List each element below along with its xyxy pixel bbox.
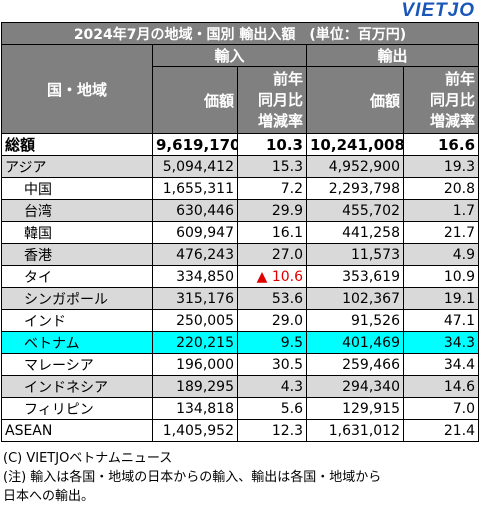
import-value: 9,619,170	[152, 133, 238, 156]
import-change: 29.9	[237, 199, 307, 222]
import-value: 315,176	[152, 287, 238, 310]
import-change: 9.5	[237, 331, 307, 354]
export-change: 1.7	[402, 199, 480, 222]
import-value: 1,655,311	[152, 177, 238, 200]
region: 韓国	[1, 221, 153, 244]
import-value: 476,243	[152, 243, 238, 266]
region-header: 国・地域	[1, 44, 153, 134]
export-value: 401,469	[306, 331, 404, 354]
value-header: 価額	[152, 66, 238, 134]
table-row: ASEAN 1,405,952 12.3 1,631,012 21.4	[1, 419, 480, 442]
region: ベトナム	[1, 331, 153, 354]
region: アジア	[1, 155, 153, 178]
export-change: 20.8	[402, 177, 480, 200]
footer-line: (注) 輸入は各国・地域の日本からの輸入、輸出は各国・地域から	[3, 470, 382, 485]
table-row: 中国 1,655,311 7.2 2,293,798 20.8	[1, 177, 480, 200]
table-row: シンガポール 315,176 53.6 102,367 19.1	[1, 287, 480, 310]
export-change: 10.9	[402, 265, 480, 288]
logo: VIETJO	[401, 0, 475, 21]
import-value: 250,005	[152, 309, 238, 332]
region: マレーシア	[1, 353, 153, 376]
export-change: 16.6	[402, 133, 480, 156]
export-change: 14.6	[402, 375, 480, 398]
import-change: 10.3	[237, 133, 307, 156]
region: 台湾	[1, 199, 153, 222]
region: 中国	[1, 177, 153, 200]
import-change: 30.5	[237, 353, 307, 376]
table-row: インドネシア 189,295 4.3 294,340 14.6	[1, 375, 480, 398]
table-row: マレーシア 196,000 30.5 259,466 34.4	[1, 353, 480, 376]
export-change: 21.4	[402, 419, 480, 442]
import-header: 輸入	[152, 44, 307, 67]
import-value: 220,215	[152, 331, 238, 354]
export-value: 10,241,008	[306, 133, 404, 156]
change-header: 前年 同月比 増減率	[402, 66, 480, 134]
import-change: 7.2	[237, 177, 307, 200]
import-value: 609,947	[152, 221, 238, 244]
export-value: 129,915	[306, 397, 404, 420]
import-change: 5.6	[237, 397, 307, 420]
import-change: 15.3	[237, 155, 307, 178]
export-value: 4,952,900	[306, 155, 404, 178]
footer-line: 日本への輸出。	[3, 489, 95, 504]
table-row: インド 250,005 29.0 91,526 47.1	[1, 309, 480, 332]
trade-table: 2024年7月の地域・国別 輸出入額 (単位：百万円) 国・地域 輸入 輸出 価…	[0, 22, 480, 442]
region: タイ	[1, 265, 153, 288]
import-change: 12.3	[237, 419, 307, 442]
region: インドネシア	[1, 375, 153, 398]
export-value: 259,466	[306, 353, 404, 376]
table-row: ベトナム 220,215 9.5 401,469 34.3	[1, 331, 480, 354]
table-row: タイ 334,850 ▲ 10.6 353,619 10.9	[1, 265, 480, 288]
region: シンガポール	[1, 287, 153, 310]
export-value: 455,702	[306, 199, 404, 222]
export-value: 102,367	[306, 287, 404, 310]
export-change: 34.3	[402, 331, 480, 354]
import-change: 16.1	[237, 221, 307, 244]
region: ASEAN	[1, 419, 153, 442]
export-change: 21.7	[402, 221, 480, 244]
import-change: 29.0	[237, 309, 307, 332]
import-value: 1,405,952	[152, 419, 238, 442]
region: 総額	[1, 133, 153, 156]
import-change: 53.6	[237, 287, 307, 310]
import-change: ▲ 10.6	[237, 265, 307, 288]
footer: (C) VIETJOベトナムニュース (注) 輸入は各国・地域の日本からの輸入、輸…	[3, 449, 381, 506]
title: 2024年7月の地域・国別 輸出入額 (単位：百万円)	[0, 22, 480, 45]
footer-line: (C) VIETJOベトナムニュース	[3, 451, 173, 466]
import-value: 334,850	[152, 265, 238, 288]
export-value: 294,340	[306, 375, 404, 398]
export-value: 441,258	[306, 221, 404, 244]
export-value: 353,619	[306, 265, 404, 288]
import-value: 189,295	[152, 375, 238, 398]
import-change: 4.3	[237, 375, 307, 398]
region: フィリピン	[1, 397, 153, 420]
region: 香港	[1, 243, 153, 266]
table-row: 香港 476,243 27.0 11,573 4.9	[1, 243, 480, 266]
export-value: 11,573	[306, 243, 404, 266]
export-value: 1,631,012	[306, 419, 404, 442]
table-row: 台湾 630,446 29.9 455,702 1.7	[1, 199, 480, 222]
export-change: 4.9	[402, 243, 480, 266]
import-value: 196,000	[152, 353, 238, 376]
import-value: 5,094,412	[152, 155, 238, 178]
import-change: 27.0	[237, 243, 307, 266]
value-header: 価額	[306, 66, 404, 134]
import-value: 630,446	[152, 199, 238, 222]
export-change: 19.3	[402, 155, 480, 178]
export-change: 19.1	[402, 287, 480, 310]
export-header: 輸出	[305, 44, 480, 67]
table-row: 韓国 609,947 16.1 441,258 21.7	[1, 221, 480, 244]
table-row: アジア 5,094,412 15.3 4,952,900 19.3	[1, 155, 480, 178]
import-value: 134,818	[152, 397, 238, 420]
export-change: 7.0	[402, 397, 480, 420]
export-value: 2,293,798	[306, 177, 404, 200]
region: インド	[1, 309, 153, 332]
export-change: 47.1	[402, 309, 480, 332]
table-row: フィリピン 134,818 5.6 129,915 7.0	[1, 397, 480, 420]
export-change: 34.4	[402, 353, 480, 376]
change-header: 前年 同月比 増減率	[237, 66, 307, 134]
export-value: 91,526	[306, 309, 404, 332]
table-row: 総額 9,619,170 10.3 10,241,008 16.6	[1, 133, 480, 156]
